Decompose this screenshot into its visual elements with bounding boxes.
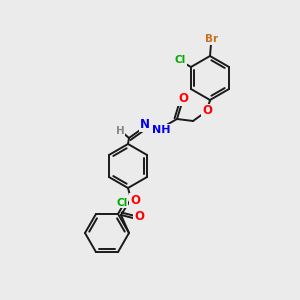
- Text: Br: Br: [206, 34, 219, 44]
- Text: NH: NH: [152, 125, 170, 135]
- Text: Cl: Cl: [116, 198, 128, 208]
- Text: O: O: [134, 211, 144, 224]
- Text: Cl: Cl: [175, 55, 186, 65]
- Text: N: N: [140, 118, 150, 131]
- Text: O: O: [130, 194, 140, 206]
- Text: H: H: [116, 126, 124, 136]
- Text: O: O: [178, 92, 188, 106]
- Text: O: O: [202, 104, 212, 118]
